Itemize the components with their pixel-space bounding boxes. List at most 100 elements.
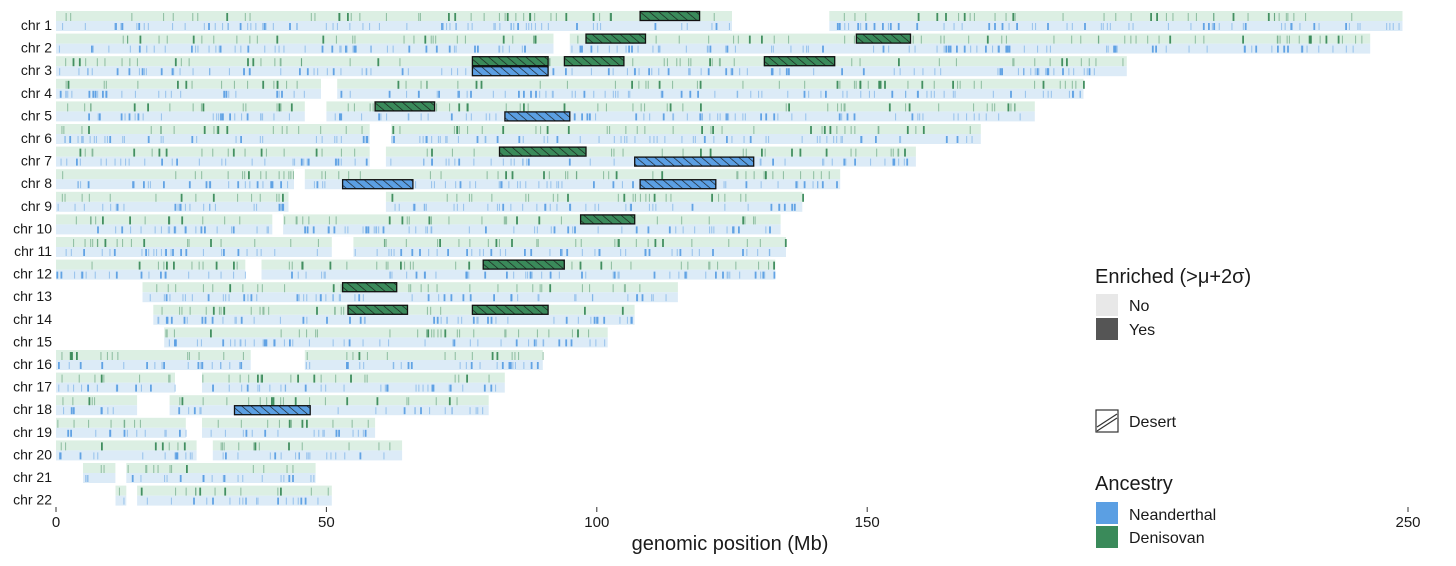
chromosome-row: chr 9 bbox=[21, 191, 804, 214]
neanderthal-tick bbox=[167, 226, 169, 234]
neanderthal-tick bbox=[285, 497, 287, 505]
neanderthal-tick bbox=[175, 452, 178, 460]
neanderthal-tick bbox=[444, 181, 446, 189]
denisovan-tick bbox=[652, 171, 654, 180]
denisovan-tick bbox=[655, 35, 657, 44]
denisovan-tick bbox=[88, 126, 90, 134]
neanderthal-tick bbox=[769, 226, 771, 234]
denisovan-tick bbox=[867, 80, 869, 89]
neanderthal-tick bbox=[249, 181, 251, 189]
denisovan-tick bbox=[145, 465, 147, 473]
neanderthal-tick bbox=[283, 45, 285, 53]
denisovan-tick bbox=[907, 80, 909, 89]
denisovan-tick bbox=[936, 13, 939, 21]
neanderthal-tick bbox=[95, 136, 97, 143]
neanderthal-tick bbox=[86, 475, 88, 482]
neanderthal-tick bbox=[340, 45, 342, 53]
neanderthal-tick bbox=[490, 384, 493, 392]
neanderthal-tick bbox=[166, 475, 168, 482]
chromosome-label: chr 10 bbox=[13, 220, 52, 236]
neanderthal-tick bbox=[558, 181, 560, 189]
neanderthal-tick bbox=[813, 68, 815, 76]
denisovan-tick bbox=[1049, 58, 1051, 67]
neanderthal-tick bbox=[174, 384, 176, 392]
neanderthal-tick bbox=[1251, 45, 1253, 53]
denisovan-tick bbox=[169, 374, 171, 383]
neanderthal-tick bbox=[746, 249, 748, 256]
neanderthal-tick bbox=[423, 203, 425, 211]
denisovan-tick bbox=[1287, 13, 1289, 21]
neanderthal-tick bbox=[1190, 23, 1192, 30]
desert-box bbox=[471, 304, 549, 315]
neanderthal-tick bbox=[359, 452, 362, 460]
denisovan-tick bbox=[345, 126, 347, 134]
denisovan-tick bbox=[315, 329, 317, 338]
denisovan-tick bbox=[745, 148, 747, 157]
denisovan-tick bbox=[276, 35, 279, 44]
neanderthal-tick bbox=[499, 23, 501, 30]
denisovan-tick bbox=[878, 126, 880, 134]
neanderthal-tick bbox=[354, 249, 356, 256]
neanderthal-tick bbox=[373, 226, 375, 234]
neanderthal-tick bbox=[1202, 23, 1205, 30]
neanderthal-tick bbox=[522, 203, 524, 211]
neanderthal-tick bbox=[1255, 45, 1258, 53]
neanderthal-tick bbox=[992, 90, 994, 98]
denisovan-tick bbox=[177, 80, 179, 89]
denisovan-tick bbox=[431, 148, 433, 157]
neanderthal-tick bbox=[106, 90, 108, 98]
denisovan-track bbox=[202, 372, 505, 383]
neanderthal-tick bbox=[706, 45, 708, 53]
neanderthal-tick bbox=[522, 158, 524, 166]
neanderthal-tick bbox=[933, 90, 935, 98]
neanderthal-tick bbox=[164, 429, 166, 437]
neanderthal-tick bbox=[524, 45, 526, 53]
denisovan-tick bbox=[386, 352, 388, 360]
denisovan-tick bbox=[466, 374, 468, 383]
neanderthal-tick bbox=[309, 452, 311, 460]
denisovan-tick bbox=[621, 306, 624, 315]
neanderthal-tick bbox=[456, 203, 458, 211]
denisovan-tick bbox=[249, 35, 251, 44]
neanderthal-tick bbox=[765, 113, 768, 121]
denisovan-tick bbox=[153, 465, 155, 473]
neanderthal-tick bbox=[861, 136, 863, 143]
neanderthal-tick bbox=[1244, 23, 1247, 30]
neanderthal-tick bbox=[390, 249, 392, 256]
denisovan-tick bbox=[788, 35, 790, 44]
neanderthal-tick bbox=[222, 23, 224, 30]
neanderthal-tick bbox=[530, 90, 532, 98]
denisovan-tick bbox=[603, 171, 605, 180]
denisovan-tick bbox=[301, 58, 303, 67]
denisovan-tick bbox=[1267, 13, 1270, 21]
denisovan-tick bbox=[432, 35, 434, 44]
denisovan-tick bbox=[435, 397, 437, 406]
denisovan-tick bbox=[440, 306, 442, 315]
neanderthal-tick bbox=[999, 68, 1002, 76]
neanderthal-tick bbox=[225, 452, 227, 460]
neanderthal-tick bbox=[251, 429, 253, 437]
neanderthal-tick bbox=[273, 113, 275, 121]
denisovan-tick bbox=[290, 419, 292, 428]
neanderthal-tick bbox=[232, 226, 235, 234]
denisovan-tick bbox=[821, 126, 823, 134]
neanderthal-tick bbox=[685, 45, 687, 53]
neanderthal-tick bbox=[765, 136, 767, 143]
neanderthal-tick bbox=[305, 362, 307, 369]
neanderthal-tick bbox=[593, 316, 596, 324]
neanderthal-tick bbox=[130, 226, 132, 234]
denisovan-tick bbox=[276, 80, 278, 89]
denisovan-tick bbox=[458, 374, 460, 383]
neanderthal-tick bbox=[956, 136, 959, 143]
neanderthal-tick bbox=[1242, 23, 1244, 30]
denisovan-tick bbox=[1014, 103, 1016, 112]
neanderthal-tick bbox=[552, 90, 554, 98]
denisovan-tick bbox=[865, 13, 867, 21]
neanderthal-tick bbox=[961, 23, 963, 30]
denisovan-tick bbox=[288, 261, 290, 270]
denisovan-tick bbox=[897, 148, 899, 157]
neanderthal-tick bbox=[303, 294, 305, 302]
denisovan-tick bbox=[419, 13, 421, 21]
neanderthal-tick bbox=[229, 362, 231, 369]
neanderthal-tick bbox=[1062, 68, 1064, 76]
